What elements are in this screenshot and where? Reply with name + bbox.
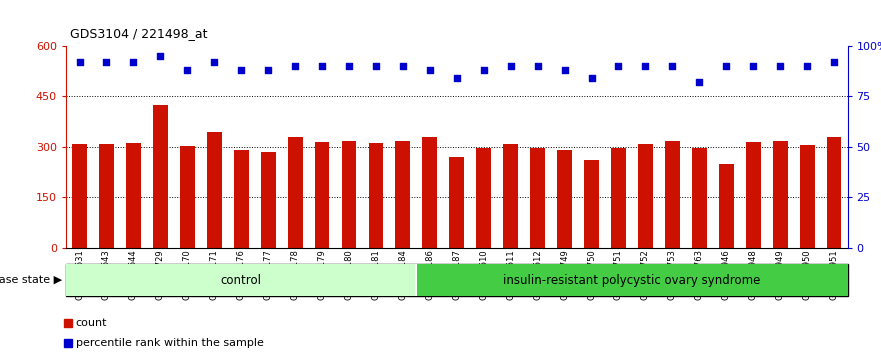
- Text: GDS3104 / 221498_at: GDS3104 / 221498_at: [70, 27, 208, 40]
- Bar: [342, 141, 357, 248]
- Text: count: count: [76, 318, 107, 328]
- Point: [611, 63, 626, 69]
- Text: insulin-resistant polycystic ovary syndrome: insulin-resistant polycystic ovary syndr…: [503, 274, 760, 286]
- Point: [423, 67, 437, 73]
- Point: [369, 63, 383, 69]
- Bar: [449, 157, 464, 248]
- Bar: [261, 152, 276, 248]
- Bar: [826, 137, 841, 248]
- Text: disease state ▶: disease state ▶: [0, 275, 62, 285]
- Bar: [417, 264, 848, 296]
- Bar: [477, 148, 491, 248]
- Point: [100, 59, 114, 65]
- Point: [261, 67, 275, 73]
- Bar: [719, 164, 734, 248]
- Bar: [368, 143, 383, 248]
- Point: [639, 63, 653, 69]
- Point: [126, 59, 140, 65]
- Point: [315, 63, 329, 69]
- Text: control: control: [221, 274, 262, 286]
- Point: [504, 63, 518, 69]
- Bar: [423, 137, 437, 248]
- Bar: [503, 143, 518, 248]
- Point: [181, 67, 195, 73]
- Point: [774, 63, 788, 69]
- Bar: [207, 132, 222, 248]
- Point: [558, 67, 572, 73]
- Point: [665, 63, 679, 69]
- Bar: [692, 148, 707, 248]
- Point: [449, 75, 463, 81]
- Point: [477, 67, 491, 73]
- Bar: [665, 141, 680, 248]
- Bar: [233, 150, 248, 248]
- Point: [530, 63, 544, 69]
- Point: [234, 67, 248, 73]
- Bar: [315, 142, 329, 248]
- Point: [746, 63, 760, 69]
- Point: [827, 59, 841, 65]
- Bar: [530, 148, 545, 248]
- Bar: [180, 146, 195, 248]
- Bar: [800, 145, 815, 248]
- Bar: [773, 141, 788, 248]
- Bar: [557, 150, 572, 248]
- Bar: [288, 137, 302, 248]
- Point: [342, 63, 356, 69]
- Bar: [396, 141, 411, 248]
- Bar: [611, 148, 626, 248]
- Point: [153, 53, 167, 59]
- Bar: [66, 264, 417, 296]
- Bar: [72, 144, 87, 248]
- Bar: [153, 105, 167, 248]
- Point: [288, 63, 302, 69]
- Point: [72, 59, 86, 65]
- Bar: [638, 143, 653, 248]
- Point: [719, 63, 733, 69]
- Point: [692, 80, 707, 85]
- Point: [584, 75, 598, 81]
- Bar: [99, 144, 114, 248]
- Bar: [584, 160, 599, 248]
- Point: [207, 59, 221, 65]
- Bar: [746, 142, 760, 248]
- Bar: [126, 143, 141, 248]
- Point: [396, 63, 410, 69]
- Text: percentile rank within the sample: percentile rank within the sample: [76, 338, 263, 348]
- Point: [800, 63, 814, 69]
